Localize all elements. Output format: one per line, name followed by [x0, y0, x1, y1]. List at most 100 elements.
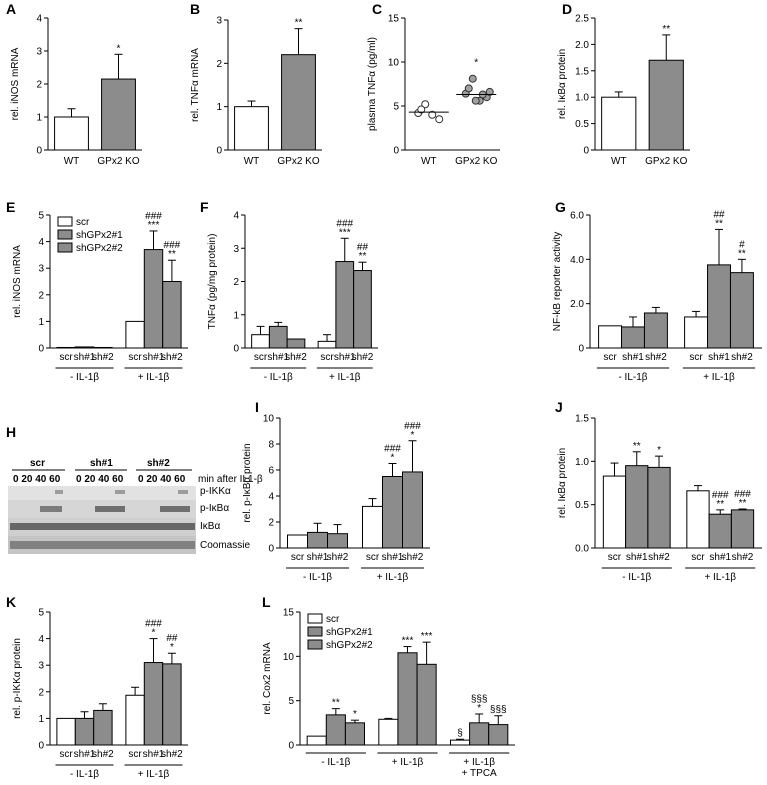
- y-tick-label: 0: [393, 146, 399, 157]
- panel-label: H: [6, 424, 16, 440]
- x-tick-label: + IL-1β: [704, 572, 736, 583]
- bar: [162, 281, 182, 349]
- bar-label: scr: [689, 352, 703, 363]
- bar: [54, 116, 89, 151]
- bar: [74, 717, 95, 746]
- significance: **: [715, 218, 723, 229]
- significance: **: [662, 24, 670, 35]
- y-tick-label: 0: [268, 544, 274, 555]
- x-tick-label: WT: [64, 156, 80, 167]
- blot-strip: [8, 486, 196, 500]
- western-blot: H scr sh#1 sh#2 0 20 40 60 0 20 40 60 0 …: [6, 424, 263, 554]
- significance: **: [738, 248, 746, 259]
- bar-label: sh#2: [161, 749, 183, 760]
- bar-label: scr: [291, 552, 305, 563]
- significance: *: [411, 430, 415, 441]
- legend-swatch: [57, 229, 73, 240]
- legend-label: scr: [326, 614, 340, 625]
- y-tick-label: 2.0: [570, 299, 584, 310]
- blot-row-label: p-IKKα: [200, 486, 231, 497]
- legend-label: shGPx2#2: [76, 243, 123, 254]
- blot-times: 0 20 40 60: [76, 474, 124, 485]
- blot-bands: [10, 490, 195, 549]
- bar: [416, 663, 437, 746]
- significance: ***: [148, 220, 160, 231]
- significance: ###: [145, 211, 162, 222]
- panel-label: J: [555, 399, 563, 415]
- x-tick-label: GPx2 KO: [455, 156, 497, 167]
- y-tick-label: 8: [268, 440, 274, 451]
- bar: [125, 694, 145, 746]
- significance: **: [295, 18, 303, 29]
- y-tick-label: 6.0: [570, 211, 584, 222]
- x-tick-label: WT: [421, 156, 437, 167]
- bar: [488, 724, 509, 746]
- y-tick-label: 1.5: [575, 414, 589, 425]
- x-tick-label: - IL-1β: [264, 372, 293, 383]
- y-axis-label: rel. iNOS mRNA: [10, 47, 21, 120]
- bar-label: scr: [603, 352, 617, 363]
- bar-label: sh#1: [709, 552, 731, 563]
- bar: [648, 59, 684, 151]
- bar-label: scr: [691, 552, 705, 563]
- bar: [56, 346, 76, 349]
- y-tick-label: 4: [233, 211, 239, 222]
- y-tick-label: 1.0: [575, 93, 589, 104]
- y-tick-label: 2: [38, 687, 44, 698]
- y-tick-label: 0.0: [575, 544, 589, 555]
- y-tick-label: 3: [216, 16, 222, 27]
- bar: [598, 325, 623, 349]
- y-axis-label: TNFα (pg/mg protein): [207, 234, 218, 330]
- bar: [143, 662, 164, 746]
- y-tick-label: 4: [36, 14, 42, 25]
- bar-label: sh#1: [74, 749, 96, 760]
- x-tick-label: - IL-1β: [622, 572, 651, 583]
- y-tick-label: 3: [38, 264, 44, 275]
- y-tick-label: 4: [38, 237, 44, 248]
- panel-label: A: [6, 1, 16, 17]
- y-tick-label: 1: [38, 714, 44, 725]
- x-tick-label: GPx2 KO: [277, 156, 319, 167]
- significance: **: [332, 698, 340, 709]
- bar-label: sh#1: [334, 352, 356, 363]
- y-axis-label: rel. TNFα mRNA: [190, 48, 201, 122]
- bar-label: scr: [608, 552, 622, 563]
- bar: [450, 739, 471, 746]
- bar-label: sh#2: [285, 352, 307, 363]
- panel-label: D: [562, 1, 572, 17]
- bar: [730, 509, 755, 549]
- bar: [317, 340, 337, 349]
- y-tick-label: 2.5: [575, 14, 589, 25]
- point: [421, 100, 430, 109]
- significance: **: [739, 498, 747, 509]
- significance: ***: [402, 636, 414, 647]
- blot-times: 0 20 40 60: [138, 474, 186, 485]
- y-tick-label: 0: [288, 741, 294, 752]
- bar-label: sh#1: [74, 352, 96, 363]
- significance: ###: [404, 421, 421, 432]
- significance: ###: [384, 444, 401, 455]
- significance: *: [391, 453, 395, 464]
- bar: [469, 722, 490, 746]
- y-tick-label: 0.5: [575, 119, 589, 130]
- panel-label: B: [190, 1, 200, 17]
- y-tick-label: 4: [38, 634, 44, 645]
- y-tick-label: 0.5: [575, 500, 589, 511]
- y-tick-label: 15: [283, 608, 295, 619]
- bar: [402, 471, 423, 549]
- blot-row-label: Coomassie: [200, 540, 250, 551]
- significance: ###: [734, 489, 751, 500]
- bar: [307, 531, 328, 549]
- bar: [707, 264, 731, 349]
- bar: [625, 465, 649, 549]
- group-label: + TPCA: [462, 768, 497, 779]
- x-tick-label: + IL-1β: [329, 372, 361, 383]
- y-tick-label: 1.0: [575, 457, 589, 468]
- significance: *: [152, 628, 156, 639]
- point: [471, 96, 480, 105]
